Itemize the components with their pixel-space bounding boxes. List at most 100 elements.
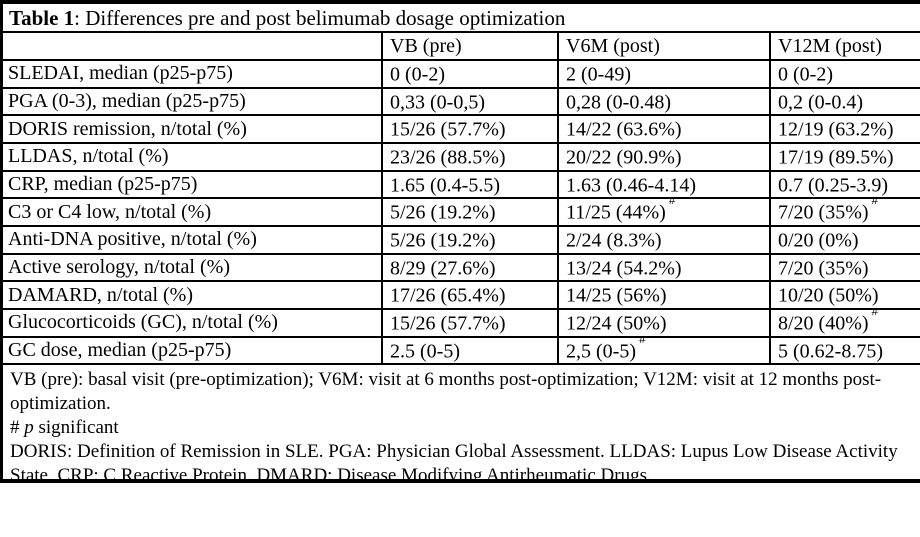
table-header-row: VB (pre) V6M (post) V12M (post) xyxy=(3,33,920,61)
cell-v12m: 0/20 (0%) xyxy=(770,224,920,255)
cell-value: 0 (0-2) xyxy=(778,63,833,86)
hash-symbol: # xyxy=(10,417,20,439)
row-label: GC dose, median (p25-p75) xyxy=(3,335,383,366)
cell-v6m: 2,5 (0-5)# xyxy=(558,335,771,366)
cell-v6m: 1.63 (0.46-4.14) xyxy=(558,169,771,200)
cell-v12m: 0 (0-2) xyxy=(770,59,920,89)
cell-value: 15/26 (57.7%) xyxy=(390,312,506,335)
cell-v6m: 20/22 (90.9%) xyxy=(558,141,771,172)
cell-vb: 15/26 (57.7%) xyxy=(382,114,559,144)
cell-v12m: 8/20 (40%)# xyxy=(770,307,920,338)
row-label: C3 or C4 low, n/total (%) xyxy=(3,197,383,227)
table-row-serology: Active serology, n/total (%) 8/29 (27.6%… xyxy=(3,252,920,283)
cell-value: 20/22 (90.9%) xyxy=(566,146,682,169)
significance-marker: # xyxy=(668,198,676,208)
cell-value: 10/20 (50%) xyxy=(778,284,879,307)
table-row-pga: PGA (0-3), median (p25-p75) 0,33 (0-0,5)… xyxy=(3,86,920,117)
cell-vb: 0 (0-2) xyxy=(382,59,559,89)
table-title-label: Table 1 xyxy=(9,6,75,30)
cell-value: 1.65 (0.4-5.5) xyxy=(390,174,500,197)
row-label: DAMARD, n/total (%) xyxy=(3,280,383,310)
cell-value: 7/20 (35%) xyxy=(778,257,869,280)
cell-v12m: 12/19 (63.2%) xyxy=(770,114,920,144)
cell-value: 14/25 (56%) xyxy=(566,284,667,307)
row-label: PGA (0-3), median (p25-p75) xyxy=(3,86,383,117)
cell-value: 0,33 (0-0,5) xyxy=(390,91,485,114)
cell-v12m: 0.7 (0.25-3.9) xyxy=(770,169,920,200)
cell-vb: 17/26 (65.4%) xyxy=(382,280,559,310)
cell-value: 1.63 (0.46-4.14) xyxy=(566,174,696,197)
cell-v6m: 14/22 (63.6%) xyxy=(558,114,771,144)
cell-value: 2,5 (0-5) xyxy=(566,340,636,363)
cell-value: 5/26 (19.2%) xyxy=(390,201,496,224)
cell-value: 8/20 (40%) xyxy=(778,312,869,335)
cell-v6m: 0,28 (0-0.48) xyxy=(558,86,771,117)
cell-v6m: 2 (0-49) xyxy=(558,59,771,89)
row-label: DORIS remission, n/total (%) xyxy=(3,114,383,144)
cell-value: 17/26 (65.4%) xyxy=(390,284,506,307)
cell-value: 5 (0.62-8.75) xyxy=(778,340,883,363)
table-row-gcdose: GC dose, median (p25-p75) 2.5 (0-5) 2,5 … xyxy=(3,335,920,366)
cell-v6m: 11/25 (44%)# xyxy=(558,197,771,227)
cell-v6m: 14/25 (56%) xyxy=(558,280,771,310)
table-row-c3c4: C3 or C4 low, n/total (%) 5/26 (19.2%) 1… xyxy=(3,197,920,227)
cell-v12m: 5 (0.62-8.75) xyxy=(770,335,920,366)
cell-v6m: 12/24 (50%) xyxy=(558,307,771,338)
cell-v12m: 10/20 (50%) xyxy=(770,280,920,310)
significance-marker: # xyxy=(638,336,646,346)
row-label: LLDAS, n/total (%) xyxy=(3,141,383,172)
cell-value: 8/29 (27.6%) xyxy=(390,257,496,280)
row-label: Anti-DNA positive, n/total (%) xyxy=(3,224,383,255)
cell-vb: 5/26 (19.2%) xyxy=(382,224,559,255)
cell-vb: 15/26 (57.7%) xyxy=(382,307,559,338)
cell-value: 0 (0-2) xyxy=(390,63,445,86)
cell-value: 12/19 (63.2%) xyxy=(778,118,894,141)
header-empty-cell xyxy=(3,33,383,61)
header-vb-pre: VB (pre) xyxy=(382,33,559,61)
footnote-visit-definitions: VB (pre): basal visit (pre-optimization)… xyxy=(10,369,882,415)
cell-value: 0,2 (0-0.4) xyxy=(778,91,863,114)
table-row-sledai: SLEDAI, median (p25-p75) 0 (0-2) 2 (0-49… xyxy=(3,59,920,89)
cell-v12m: 7/20 (35%) xyxy=(770,252,920,283)
cell-value: 12/24 (50%) xyxy=(566,312,667,335)
cell-vb: 8/29 (27.6%) xyxy=(382,252,559,283)
significance-marker: # xyxy=(871,198,879,208)
cell-value: 15/26 (57.7%) xyxy=(390,118,506,141)
data-table: VB (pre) V6M (post) V12M (post) SLEDAI, … xyxy=(3,33,920,366)
p-value-symbol: p xyxy=(24,417,34,439)
cell-v6m: 2/24 (8.3%) xyxy=(558,224,771,255)
row-label: CRP, median (p25-p75) xyxy=(3,169,383,200)
table-title: Table 1: Differences pre and post belimu… xyxy=(3,4,920,33)
cell-value: 23/26 (88.5%) xyxy=(390,146,506,169)
table-frame: Table 1: Differences pre and post belimu… xyxy=(0,0,920,484)
cell-v6m: 13/24 (54.2%) xyxy=(558,252,771,283)
significance-text: significant xyxy=(33,417,119,439)
row-label: SLEDAI, median (p25-p75) xyxy=(3,59,383,89)
table-title-text: : Differences pre and post belimumab dos… xyxy=(74,6,566,30)
table-row-glucocorticoids: Glucocorticoids (GC), n/total (%) 15/26 … xyxy=(3,307,920,338)
cell-value: 7/20 (35%) xyxy=(778,201,869,224)
cell-value: 14/22 (63.6%) xyxy=(566,118,682,141)
cell-value: 0,28 (0-0.48) xyxy=(566,91,671,114)
footnote-abbreviations: DORIS: Definition of Remission in SLE. P… xyxy=(10,441,898,480)
table-row-damard: DAMARD, n/total (%) 17/26 (65.4%) 14/25 … xyxy=(3,280,920,310)
cell-vb: 2.5 (0-5) xyxy=(382,335,559,366)
cell-value: 0.7 (0.25-3.9) xyxy=(778,174,888,197)
cell-value: 2/24 (8.3%) xyxy=(566,229,662,252)
cell-v12m: 0,2 (0-0.4) xyxy=(770,86,920,117)
cell-vb: 23/26 (88.5%) xyxy=(382,141,559,172)
row-label: Glucocorticoids (GC), n/total (%) xyxy=(3,307,383,338)
footnote-significance: # p significant xyxy=(10,416,916,440)
cell-v12m: 7/20 (35%)# xyxy=(770,197,920,227)
cell-value: 0/20 (0%) xyxy=(778,229,859,252)
cell-value: 11/25 (44%) xyxy=(566,201,666,224)
cell-value: 5/26 (19.2%) xyxy=(390,229,496,252)
header-v6m-post: V6M (post) xyxy=(558,33,771,61)
table-row-antidna: Anti-DNA positive, n/total (%) 5/26 (19.… xyxy=(3,224,920,255)
cell-value: 2.5 (0-5) xyxy=(390,340,460,363)
cell-vb: 5/26 (19.2%) xyxy=(382,197,559,227)
cell-value: 2 (0-49) xyxy=(566,63,631,86)
table-row-lldas: LLDAS, n/total (%) 23/26 (88.5%) 20/22 (… xyxy=(3,141,920,172)
row-label: Active serology, n/total (%) xyxy=(3,252,383,283)
